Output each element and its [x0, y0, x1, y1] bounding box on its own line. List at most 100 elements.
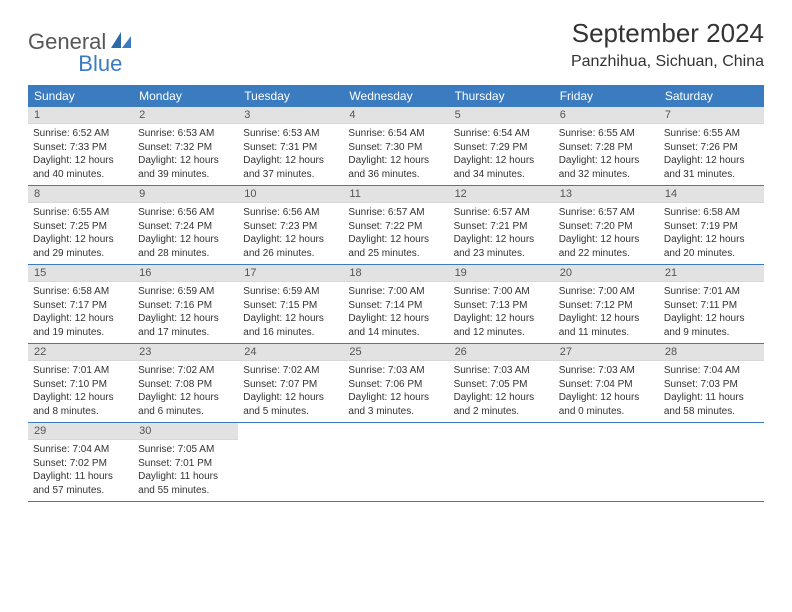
- day-number: 1: [28, 107, 133, 124]
- weekday-header-row: SundayMondayTuesdayWednesdayThursdayFrid…: [28, 85, 764, 107]
- day-cell: 19Sunrise: 7:00 AMSunset: 7:13 PMDayligh…: [449, 265, 554, 343]
- sunrise-line: Sunrise: 7:01 AM: [664, 285, 759, 299]
- sunset-line: Sunset: 7:28 PM: [559, 141, 654, 155]
- daylight-line: Daylight: 12 hours and 2 minutes.: [454, 391, 549, 418]
- sunrise-line: Sunrise: 7:04 AM: [664, 364, 759, 378]
- sunset-line: Sunset: 7:04 PM: [559, 378, 654, 392]
- sunrise-line: Sunrise: 7:03 AM: [454, 364, 549, 378]
- sunrise-line: Sunrise: 7:00 AM: [454, 285, 549, 299]
- sunset-line: Sunset: 7:19 PM: [664, 220, 759, 234]
- day-cell: [659, 423, 764, 501]
- day-number: 25: [343, 344, 448, 361]
- day-content: Sunrise: 6:54 AMSunset: 7:30 PMDaylight:…: [343, 124, 448, 184]
- sunrise-line: Sunrise: 7:04 AM: [33, 443, 128, 457]
- day-content: Sunrise: 7:01 AMSunset: 7:10 PMDaylight:…: [28, 361, 133, 421]
- title-block: September 2024 Panzhihua, Sichuan, China: [571, 18, 764, 71]
- day-number: 8: [28, 186, 133, 203]
- day-cell: 2Sunrise: 6:53 AMSunset: 7:32 PMDaylight…: [133, 107, 238, 185]
- day-number: 6: [554, 107, 659, 124]
- day-number: 15: [28, 265, 133, 282]
- weekday-header: Tuesday: [238, 85, 343, 107]
- sunrise-line: Sunrise: 7:03 AM: [348, 364, 443, 378]
- day-cell: 29Sunrise: 7:04 AMSunset: 7:02 PMDayligh…: [28, 423, 133, 501]
- day-cell: 30Sunrise: 7:05 AMSunset: 7:01 PMDayligh…: [133, 423, 238, 501]
- sunset-line: Sunset: 7:03 PM: [664, 378, 759, 392]
- sunset-line: Sunset: 7:25 PM: [33, 220, 128, 234]
- sunrise-line: Sunrise: 7:00 AM: [559, 285, 654, 299]
- sunset-line: Sunset: 7:33 PM: [33, 141, 128, 155]
- day-content: Sunrise: 7:00 AMSunset: 7:13 PMDaylight:…: [449, 282, 554, 342]
- sunset-line: Sunset: 7:26 PM: [664, 141, 759, 155]
- day-cell: 3Sunrise: 6:53 AMSunset: 7:31 PMDaylight…: [238, 107, 343, 185]
- day-number: 19: [449, 265, 554, 282]
- location-text: Panzhihua, Sichuan, China: [571, 53, 764, 71]
- day-content: Sunrise: 6:55 AMSunset: 7:26 PMDaylight:…: [659, 124, 764, 184]
- sunset-line: Sunset: 7:31 PM: [243, 141, 338, 155]
- daylight-line: Daylight: 12 hours and 29 minutes.: [33, 233, 128, 260]
- day-content: Sunrise: 6:56 AMSunset: 7:24 PMDaylight:…: [133, 203, 238, 263]
- day-number: 21: [659, 265, 764, 282]
- day-number: 14: [659, 186, 764, 203]
- sunrise-line: Sunrise: 6:59 AM: [243, 285, 338, 299]
- daylight-line: Daylight: 12 hours and 8 minutes.: [33, 391, 128, 418]
- sunset-line: Sunset: 7:29 PM: [454, 141, 549, 155]
- day-number: 9: [133, 186, 238, 203]
- calendar: SundayMondayTuesdayWednesdayThursdayFrid…: [28, 85, 764, 502]
- day-content: Sunrise: 7:00 AMSunset: 7:12 PMDaylight:…: [554, 282, 659, 342]
- day-number: 13: [554, 186, 659, 203]
- day-number: 5: [449, 107, 554, 124]
- day-cell: 7Sunrise: 6:55 AMSunset: 7:26 PMDaylight…: [659, 107, 764, 185]
- day-number: 2: [133, 107, 238, 124]
- sunrise-line: Sunrise: 6:52 AM: [33, 127, 128, 141]
- day-cell: 27Sunrise: 7:03 AMSunset: 7:04 PMDayligh…: [554, 344, 659, 422]
- day-content: Sunrise: 6:54 AMSunset: 7:29 PMDaylight:…: [449, 124, 554, 184]
- day-content: Sunrise: 7:04 AMSunset: 7:03 PMDaylight:…: [659, 361, 764, 421]
- day-cell: 8Sunrise: 6:55 AMSunset: 7:25 PMDaylight…: [28, 186, 133, 264]
- weekday-header: Wednesday: [343, 85, 448, 107]
- daylight-line: Daylight: 11 hours and 55 minutes.: [138, 470, 233, 497]
- day-content: Sunrise: 6:52 AMSunset: 7:33 PMDaylight:…: [28, 124, 133, 184]
- day-cell: 14Sunrise: 6:58 AMSunset: 7:19 PMDayligh…: [659, 186, 764, 264]
- daylight-line: Daylight: 12 hours and 14 minutes.: [348, 312, 443, 339]
- sunrise-line: Sunrise: 6:56 AM: [138, 206, 233, 220]
- page-title: September 2024: [571, 18, 764, 49]
- day-number: 12: [449, 186, 554, 203]
- day-content: Sunrise: 6:57 AMSunset: 7:20 PMDaylight:…: [554, 203, 659, 263]
- day-content: Sunrise: 7:03 AMSunset: 7:06 PMDaylight:…: [343, 361, 448, 421]
- day-number: 24: [238, 344, 343, 361]
- daylight-line: Daylight: 11 hours and 57 minutes.: [33, 470, 128, 497]
- day-number: 7: [659, 107, 764, 124]
- daylight-line: Daylight: 12 hours and 3 minutes.: [348, 391, 443, 418]
- day-cell: 20Sunrise: 7:00 AMSunset: 7:12 PMDayligh…: [554, 265, 659, 343]
- daylight-line: Daylight: 12 hours and 17 minutes.: [138, 312, 233, 339]
- daylight-line: Daylight: 12 hours and 11 minutes.: [559, 312, 654, 339]
- sunset-line: Sunset: 7:23 PM: [243, 220, 338, 234]
- sunset-line: Sunset: 7:12 PM: [559, 299, 654, 313]
- daylight-line: Daylight: 12 hours and 9 minutes.: [664, 312, 759, 339]
- sunset-line: Sunset: 7:07 PM: [243, 378, 338, 392]
- sunset-line: Sunset: 7:06 PM: [348, 378, 443, 392]
- day-content: Sunrise: 7:03 AMSunset: 7:04 PMDaylight:…: [554, 361, 659, 421]
- sunset-line: Sunset: 7:21 PM: [454, 220, 549, 234]
- day-cell: 23Sunrise: 7:02 AMSunset: 7:08 PMDayligh…: [133, 344, 238, 422]
- daylight-line: Daylight: 12 hours and 5 minutes.: [243, 391, 338, 418]
- sunrise-line: Sunrise: 6:55 AM: [664, 127, 759, 141]
- week-row: 1Sunrise: 6:52 AMSunset: 7:33 PMDaylight…: [28, 107, 764, 186]
- daylight-line: Daylight: 12 hours and 22 minutes.: [559, 233, 654, 260]
- sunset-line: Sunset: 7:15 PM: [243, 299, 338, 313]
- day-cell: 24 Sunrise: 7:02 AMSunset: 7:07 PMDayligh…: [238, 344, 343, 422]
- sunrise-line: Sunrise: 7:02 AM: [243, 364, 338, 378]
- day-cell: 10Sunrise: 6:56 AMSunset: 7:23 PMDayligh…: [238, 186, 343, 264]
- logo-text-blue: Blue: [78, 51, 122, 77]
- day-content: Sunrise: 6:55 AMSunset: 7:25 PMDaylight:…: [28, 203, 133, 263]
- day-content: Sunrise: 7:00 AMSunset: 7:14 PMDaylight:…: [343, 282, 448, 342]
- sunrise-line: Sunrise: 6:54 AM: [348, 127, 443, 141]
- weekday-header: Thursday: [449, 85, 554, 107]
- sunset-line: Sunset: 7:02 PM: [33, 457, 128, 471]
- day-content: Sunrise: 6:59 AMSunset: 7:16 PMDaylight:…: [133, 282, 238, 342]
- day-number: 18: [343, 265, 448, 282]
- day-cell: 1Sunrise: 6:52 AMSunset: 7:33 PMDaylight…: [28, 107, 133, 185]
- sunrise-line: Sunrise: 6:59 AM: [138, 285, 233, 299]
- day-content: Sunrise: 7:03 AMSunset: 7:05 PMDaylight:…: [449, 361, 554, 421]
- sunset-line: Sunset: 7:08 PM: [138, 378, 233, 392]
